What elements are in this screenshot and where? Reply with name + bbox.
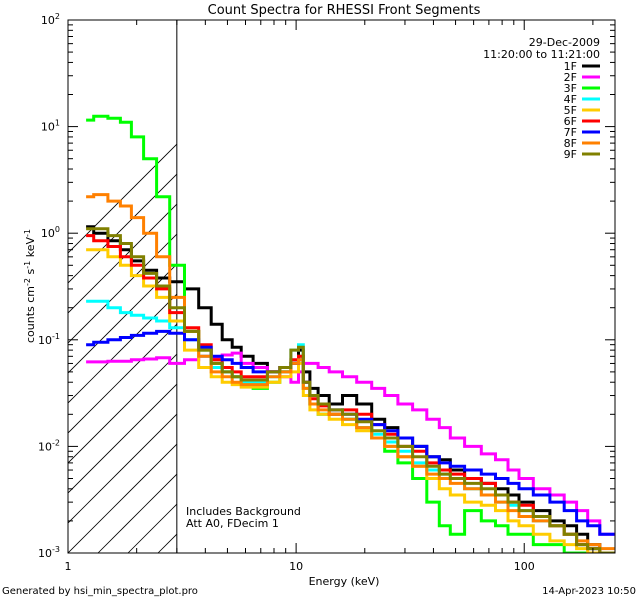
legend-label: 5F	[564, 104, 577, 117]
x-tick-label: 1	[65, 560, 72, 573]
y-tick-label: 101	[41, 119, 60, 134]
legend-label: 4F	[564, 93, 577, 106]
hatch-line	[68, 323, 177, 434]
hatch-line	[68, 233, 177, 344]
series-line-9F	[86, 227, 615, 553]
y-tick-labels: 10-3 10-2 10-1 100 101 102	[38, 12, 60, 560]
hatch-line	[68, 413, 177, 524]
plot-frame	[67, 19, 616, 554]
annotation-attenuator: Att A0, FDecim 1	[186, 517, 279, 530]
hatch-line	[68, 203, 177, 314]
x-tick-label: 10	[289, 560, 303, 573]
legend-label: 6F	[564, 115, 577, 128]
y-axis-label: counts cm-2 s-1 keV-1	[23, 229, 37, 343]
footer-generated-by: Generated by hsi_min_spectra_plot.pro	[2, 586, 198, 597]
hatch-line	[68, 443, 177, 553]
series-line-7F	[86, 329, 615, 536]
hatch-line	[608, 20, 640, 553]
legend-label: 2F	[564, 71, 577, 84]
annotation-background: Includes Background	[186, 505, 301, 518]
hatch-line	[68, 383, 177, 494]
y-tick-label: 10-1	[38, 332, 60, 347]
y-tick-label: 102	[41, 12, 60, 27]
y-tick-label: 10-3	[38, 545, 60, 560]
series-layer	[86, 114, 615, 553]
x-tick-labels: 1 10 100	[65, 560, 535, 573]
y-tick-label: 100	[41, 225, 60, 240]
series-line-5F	[86, 248, 615, 553]
legend-label: 8F	[564, 137, 577, 150]
y-tick-label: 10-2	[38, 438, 60, 453]
legend-label: 1F	[564, 60, 577, 73]
chart-title: Count Spectra for RHESSI Front Segments	[208, 3, 481, 18]
date-label: 29-Dec-2009	[529, 36, 600, 49]
excluded-region-hatch	[68, 20, 640, 553]
series-line-2F	[86, 351, 615, 536]
hatch-line	[68, 263, 177, 374]
hatch-line	[97, 473, 177, 553]
legend-label: 7F	[564, 126, 577, 139]
x-tick-label: 100	[514, 560, 535, 573]
hatch-line	[518, 20, 640, 553]
footer-timestamp: 14-Apr-2023 10:50	[542, 586, 636, 597]
legend-label: 9F	[564, 148, 577, 161]
axis-ticks	[67, 19, 615, 554]
x-axis-label: Energy (keV)	[309, 575, 380, 588]
time-range-label: 11:20:00 to 11:21:00	[483, 48, 600, 61]
legend-label: 3F	[564, 82, 577, 95]
